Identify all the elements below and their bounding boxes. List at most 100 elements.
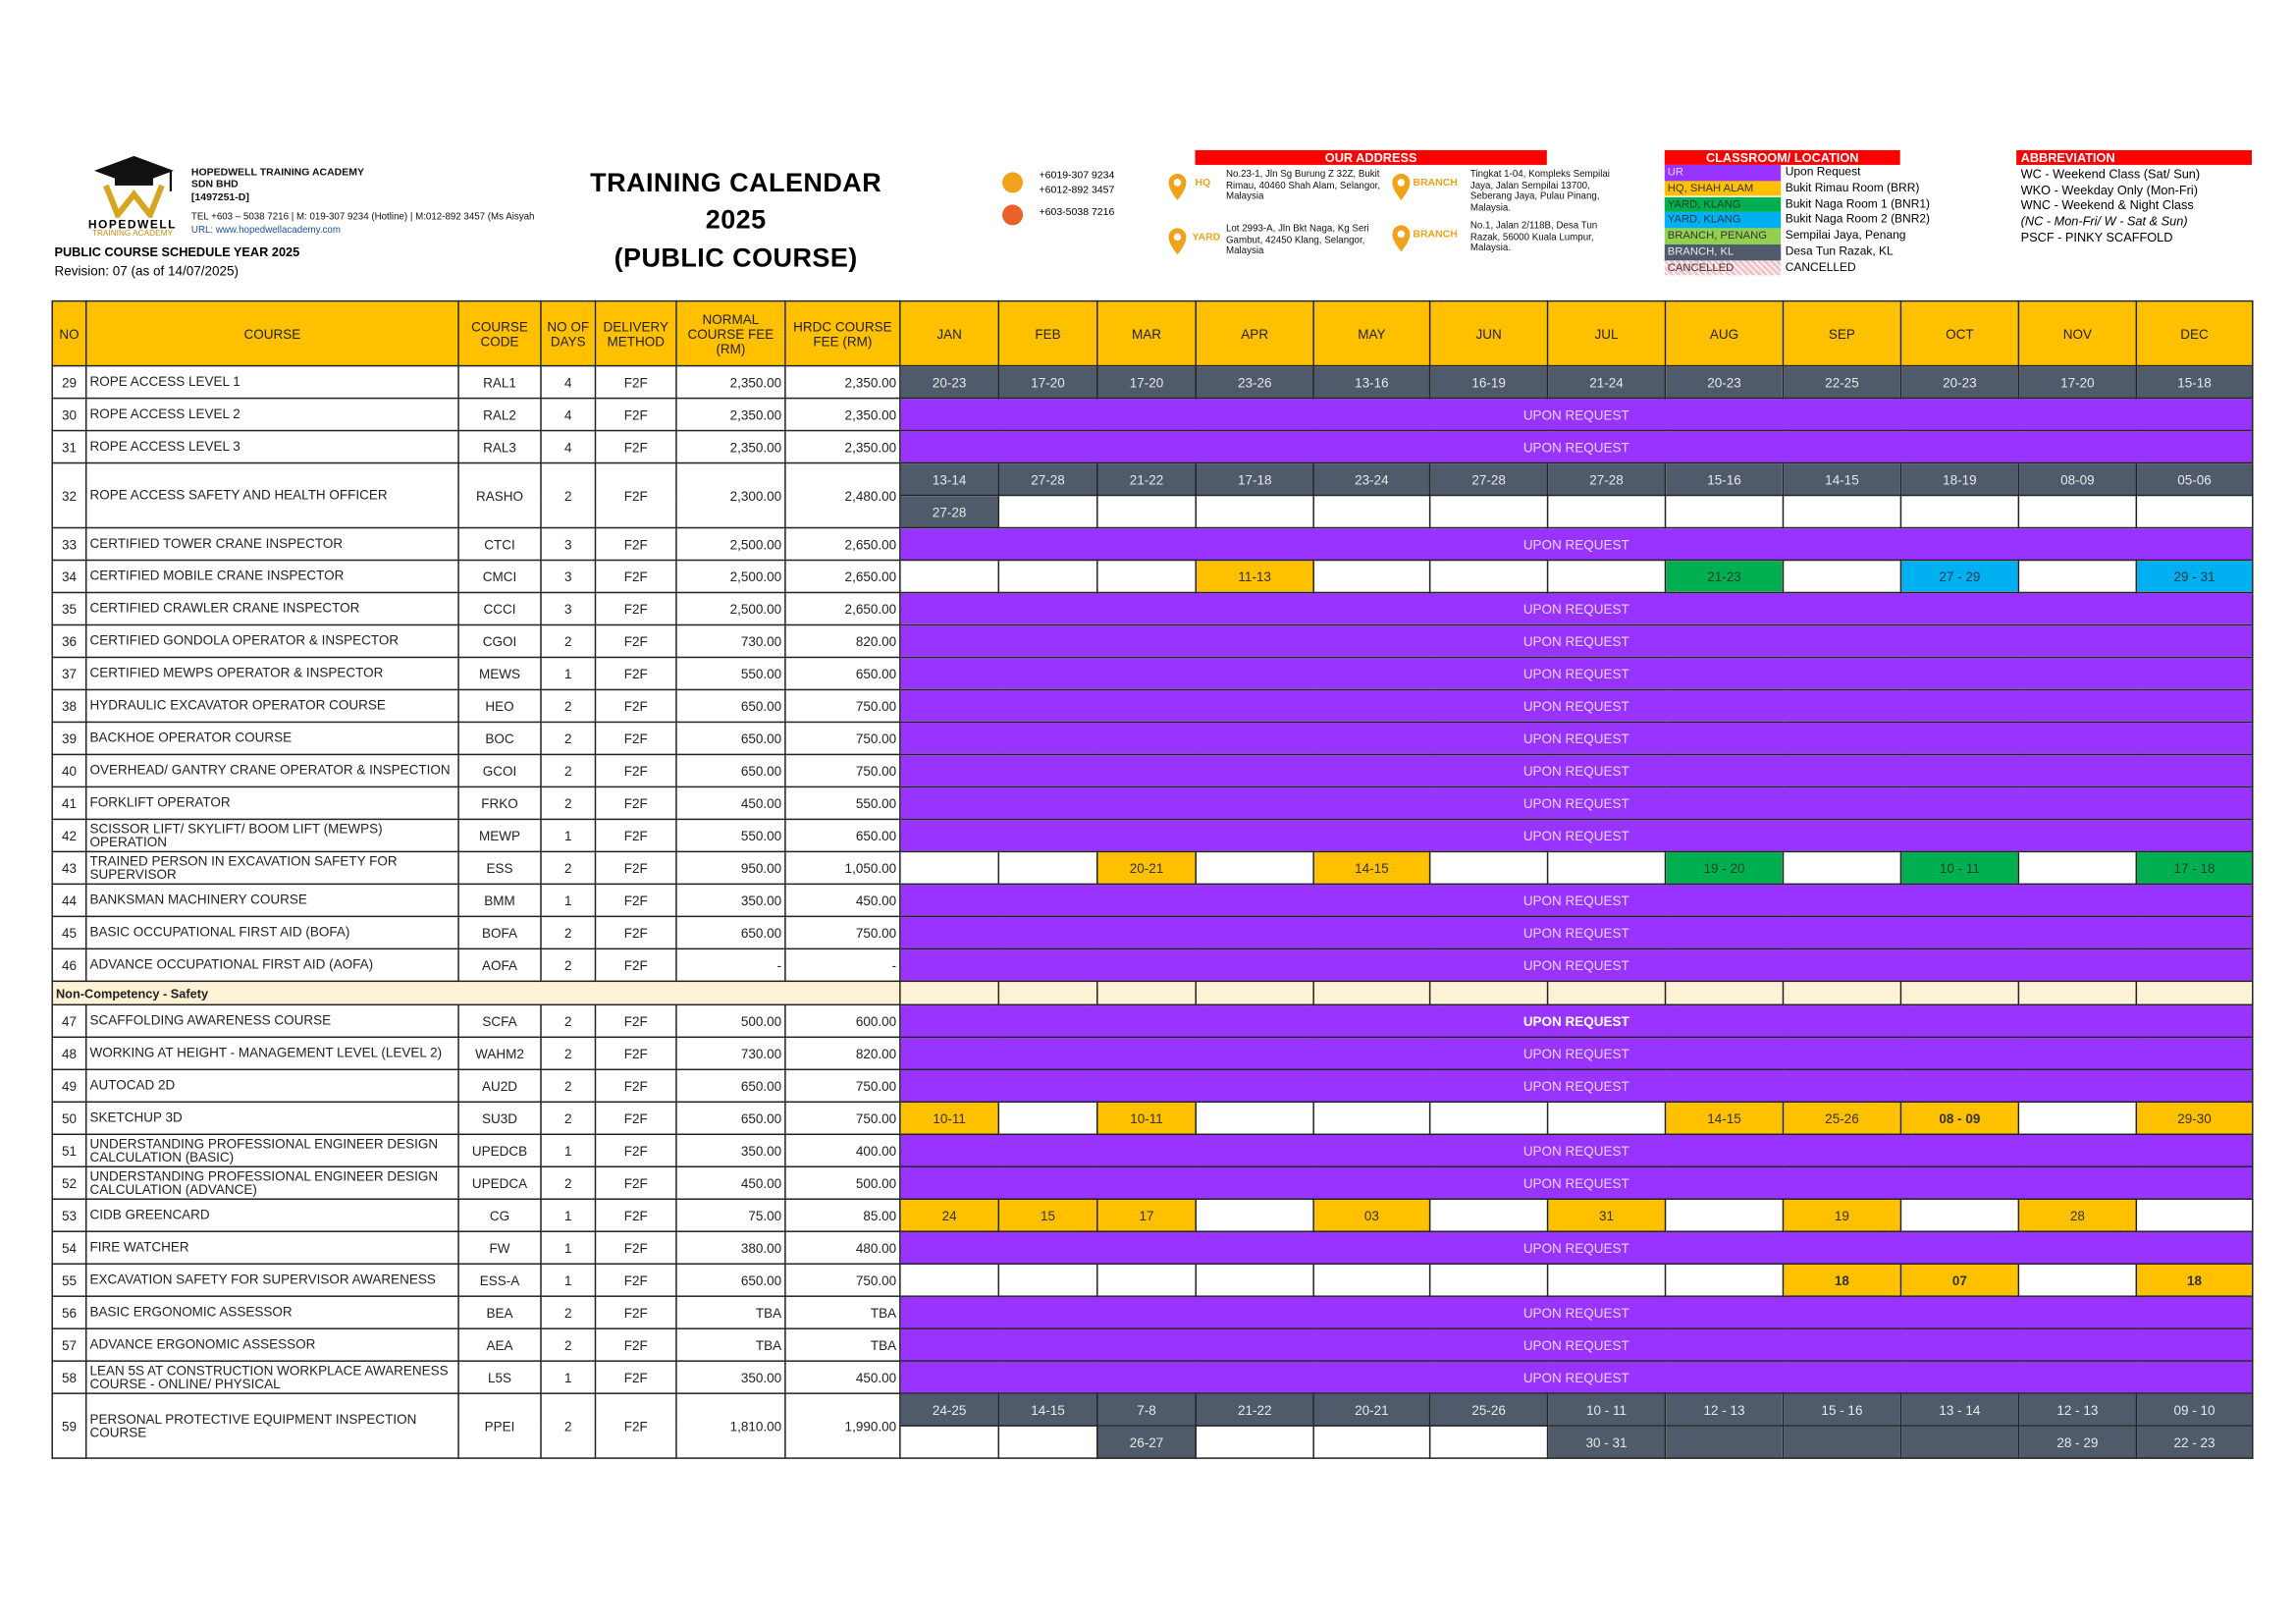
upon-request: UPON REQUEST (899, 1230, 2254, 1265)
normal-fee: 450.00 (675, 785, 786, 821)
empty-cell (1428, 1198, 1549, 1232)
empty-cell (1096, 494, 1197, 529)
month-header: NOV (2017, 299, 2138, 367)
phone: +6019-307 9234 (1039, 170, 1115, 182)
date-cell: 16-19 (1428, 364, 1549, 400)
no: 50 (51, 1101, 87, 1136)
code: SCFA (457, 1003, 542, 1039)
code: CGOI (457, 623, 542, 659)
no: 44 (51, 883, 87, 918)
days: 1 (540, 1198, 597, 1232)
empty-cell (1428, 559, 1549, 594)
course-row: 58 LEAN 5S AT CONSTRUCTION WORKPLACE AWAR… (51, 1360, 2254, 1394)
method: F2F (594, 753, 677, 788)
empty-cell (1428, 850, 1549, 886)
empty-cell (899, 1263, 1000, 1297)
hrdc-fee: 750.00 (784, 915, 901, 950)
method: F2F (594, 947, 677, 983)
empty-cell (1428, 1263, 1549, 1297)
upon-request: UPON REQUEST (899, 1133, 2254, 1167)
date-cell: 22-25 (1782, 364, 1902, 400)
code: HEO (457, 688, 542, 724)
hrdc-fee: TBA (784, 1327, 901, 1362)
course-row: 51 UNDERSTANDING PROFESSIONAL ENGINEER DE… (51, 1133, 2254, 1167)
empty-cell (1312, 1101, 1431, 1136)
company-tel: TEL +603 – 5038 7216 | M: 019-307 9234 (… (190, 211, 535, 223)
empty-cell (1312, 494, 1431, 529)
empty-cell (997, 1101, 1098, 1136)
empty-cell (1312, 980, 1431, 1006)
upon-request: UPON REQUEST (899, 1360, 2254, 1394)
normal-fee: 2,500.00 (675, 559, 786, 594)
hrdc-fee: 820.00 (784, 623, 901, 659)
course: CERTIFIED MEWPS OPERATOR & INSPECTOR (84, 656, 459, 691)
date-cell: 19 - 20 (1664, 850, 1785, 886)
normal-fee: 650.00 (675, 721, 786, 756)
normal-fee: 730.00 (675, 623, 786, 659)
date-cell: 15-16 (1664, 461, 1785, 497)
normal-fee: 730.00 (675, 1036, 786, 1071)
upon-request: UPON REQUEST (899, 753, 2254, 788)
days: 1 (540, 1360, 597, 1394)
hrdc-fee: 1,050.00 (784, 850, 901, 886)
empty-cell (1546, 1101, 1667, 1136)
no: 36 (51, 623, 87, 659)
empty-cell (2135, 980, 2254, 1006)
normal-fee: - (675, 947, 786, 983)
upon-request: UPON REQUEST (899, 1295, 2254, 1329)
hrdc-fee: 750.00 (784, 753, 901, 788)
location-pin (1392, 225, 1411, 252)
date-cell: 20-23 (899, 364, 1000, 400)
hrdc-fee: 500.00 (784, 1165, 901, 1200)
course: CERTIFIED CRAWLER CRANE INSPECTOR (84, 591, 459, 626)
date-cell: 08-09 (2017, 461, 2138, 497)
date-cell: 27-28 (899, 494, 1000, 529)
days: 2 (540, 1392, 597, 1459)
date-cell (1664, 1425, 1785, 1459)
code: FRKO (457, 785, 542, 821)
course: TRAINED PERSON IN EXCAVATION SAFETY FOR … (84, 850, 459, 886)
course-row: 49 AUTOCAD 2D AU2D 2 F2F 650.00 750.00 UPON REQ… (51, 1068, 2254, 1104)
empty-cell (1664, 494, 1785, 529)
date-cell: 09 - 10 (2135, 1392, 2254, 1427)
hrdc-fee: 820.00 (784, 1036, 901, 1071)
days: 2 (540, 461, 597, 529)
normal-fee: 550.00 (675, 818, 786, 853)
course: ADVANCE ERGONOMIC ASSESSOR (84, 1327, 459, 1362)
empty-cell (2135, 494, 2254, 529)
normal-fee: 650.00 (675, 688, 786, 724)
method: F2F (594, 721, 677, 756)
title: TRAINING CALENDAR (590, 167, 882, 197)
days: 3 (540, 591, 597, 626)
no: 52 (51, 1165, 87, 1200)
code: FW (457, 1230, 542, 1265)
date-cell: 07 (1899, 1263, 2020, 1297)
empty-cell (997, 494, 1098, 529)
date-cell: 17-18 (1195, 461, 1314, 497)
method: F2F (594, 1036, 677, 1071)
days: 2 (540, 915, 597, 950)
course: SKETCHUP 3D (84, 1101, 459, 1136)
empty-cell (997, 559, 1098, 594)
days: 2 (540, 785, 597, 821)
date-cell: 10 - 11 (1546, 1392, 1667, 1427)
title: (PUBLIC COURSE) (614, 243, 858, 273)
abbreviation-title: ABBREVIATION (2016, 149, 2253, 165)
column-header: COURSE CODE (457, 299, 542, 367)
course: CERTIFIED TOWER CRANE INSPECTOR (84, 526, 459, 562)
hrdc-fee: 2,650.00 (784, 591, 901, 626)
empty-cell (1546, 559, 1667, 594)
course: ROPE ACCESS SAFETY AND HEALTH OFFICER (84, 461, 459, 529)
course: UNDERSTANDING PROFESSIONAL ENGINEER DESI… (84, 1165, 459, 1200)
upon-request: UPON REQUEST (899, 1003, 2254, 1039)
days: 2 (540, 1036, 597, 1071)
hrdc-fee: 600.00 (784, 1003, 901, 1039)
empty-cell (2017, 850, 2138, 886)
legend-text: Bukit Naga Room 1 (BNR1) (1785, 196, 1931, 210)
empty-cell (899, 559, 1000, 594)
method: F2F (594, 591, 677, 626)
empty-cell (1096, 980, 1197, 1006)
course: SCAFFOLDING AWARENESS COURSE (84, 1003, 459, 1039)
no: 53 (51, 1198, 87, 1232)
